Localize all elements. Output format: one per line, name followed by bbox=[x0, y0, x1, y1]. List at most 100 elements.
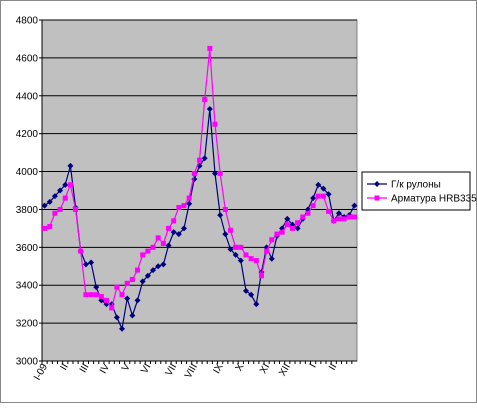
marker bbox=[222, 206, 228, 212]
y-tick-label: 3600 bbox=[16, 243, 39, 254]
marker bbox=[186, 195, 192, 201]
y-tick-label: 3400 bbox=[16, 281, 39, 292]
marker bbox=[227, 246, 234, 253]
marker bbox=[109, 305, 115, 311]
x-tick-label: XII bbox=[277, 362, 293, 378]
plot-area bbox=[41, 19, 358, 362]
marker bbox=[166, 225, 172, 231]
x-tick-label: X bbox=[234, 362, 247, 374]
marker bbox=[82, 261, 89, 268]
marker bbox=[52, 210, 58, 216]
marker bbox=[57, 206, 63, 212]
marker bbox=[88, 259, 95, 266]
marker bbox=[206, 106, 213, 113]
marker bbox=[181, 203, 187, 209]
marker bbox=[217, 170, 223, 176]
marker bbox=[62, 195, 68, 201]
marker bbox=[170, 229, 177, 236]
marker bbox=[124, 280, 130, 286]
marker bbox=[160, 261, 167, 268]
marker bbox=[119, 292, 125, 298]
marker bbox=[335, 210, 342, 217]
x-tick-label: II bbox=[327, 362, 339, 372]
marker bbox=[320, 193, 326, 199]
marker bbox=[197, 157, 202, 163]
marker bbox=[217, 212, 224, 219]
marker bbox=[201, 155, 208, 162]
marker bbox=[326, 208, 332, 214]
y-tick-label: 4200 bbox=[16, 129, 39, 140]
marker bbox=[129, 312, 136, 319]
marker bbox=[144, 272, 151, 279]
marker bbox=[93, 284, 100, 291]
legend-marker bbox=[374, 195, 380, 201]
marker bbox=[181, 225, 188, 232]
marker bbox=[227, 227, 233, 233]
marker bbox=[67, 162, 74, 169]
marker bbox=[129, 277, 135, 283]
marker bbox=[150, 244, 156, 250]
marker bbox=[315, 181, 322, 188]
marker bbox=[258, 273, 264, 279]
y-tick-label: 3800 bbox=[16, 205, 39, 216]
legend-label: Г/к рулоны bbox=[391, 180, 441, 191]
marker bbox=[232, 251, 239, 258]
marker bbox=[42, 225, 48, 231]
marker bbox=[341, 216, 347, 222]
marker bbox=[253, 258, 259, 264]
marker bbox=[78, 248, 84, 254]
marker bbox=[155, 263, 162, 270]
marker bbox=[284, 215, 291, 222]
marker bbox=[119, 325, 126, 332]
marker bbox=[57, 187, 64, 194]
marker bbox=[46, 198, 53, 205]
marker bbox=[233, 244, 239, 250]
x-tick-label: VII bbox=[164, 362, 180, 378]
marker bbox=[176, 205, 182, 211]
marker bbox=[310, 203, 316, 209]
marker bbox=[248, 291, 255, 298]
marker bbox=[160, 241, 166, 247]
y-tick-label: 4600 bbox=[16, 53, 39, 64]
marker bbox=[114, 284, 120, 290]
marker bbox=[331, 218, 337, 224]
y-tick-label: 4400 bbox=[16, 91, 39, 102]
marker bbox=[124, 295, 131, 302]
marker bbox=[113, 314, 120, 321]
marker bbox=[238, 244, 244, 250]
marker bbox=[62, 181, 69, 188]
marker bbox=[294, 225, 301, 232]
y-tick-label: 3200 bbox=[16, 319, 39, 330]
marker bbox=[320, 185, 327, 192]
marker bbox=[67, 182, 73, 188]
marker bbox=[295, 220, 301, 226]
marker bbox=[253, 301, 260, 308]
marker bbox=[336, 216, 342, 222]
marker bbox=[315, 193, 321, 199]
marker bbox=[248, 256, 254, 262]
marker bbox=[191, 170, 197, 176]
marker bbox=[237, 257, 244, 264]
marker bbox=[171, 218, 177, 224]
marker bbox=[145, 248, 151, 254]
marker bbox=[104, 297, 110, 303]
marker bbox=[134, 297, 141, 304]
marker bbox=[202, 97, 208, 103]
marker bbox=[310, 195, 317, 202]
y-tick-label: 3000 bbox=[16, 357, 39, 368]
marker bbox=[47, 223, 53, 229]
marker bbox=[289, 225, 295, 231]
marker bbox=[284, 222, 290, 228]
marker bbox=[139, 278, 146, 285]
x-tick-label: I bbox=[308, 362, 319, 370]
legend-label: Арматура HRB335 bbox=[391, 194, 477, 205]
y-tick-label: 4000 bbox=[16, 167, 39, 178]
marker bbox=[243, 252, 249, 258]
marker bbox=[135, 267, 141, 273]
marker bbox=[212, 121, 218, 127]
marker bbox=[155, 235, 161, 241]
marker bbox=[51, 193, 58, 200]
marker bbox=[93, 292, 99, 298]
marker bbox=[325, 191, 332, 198]
